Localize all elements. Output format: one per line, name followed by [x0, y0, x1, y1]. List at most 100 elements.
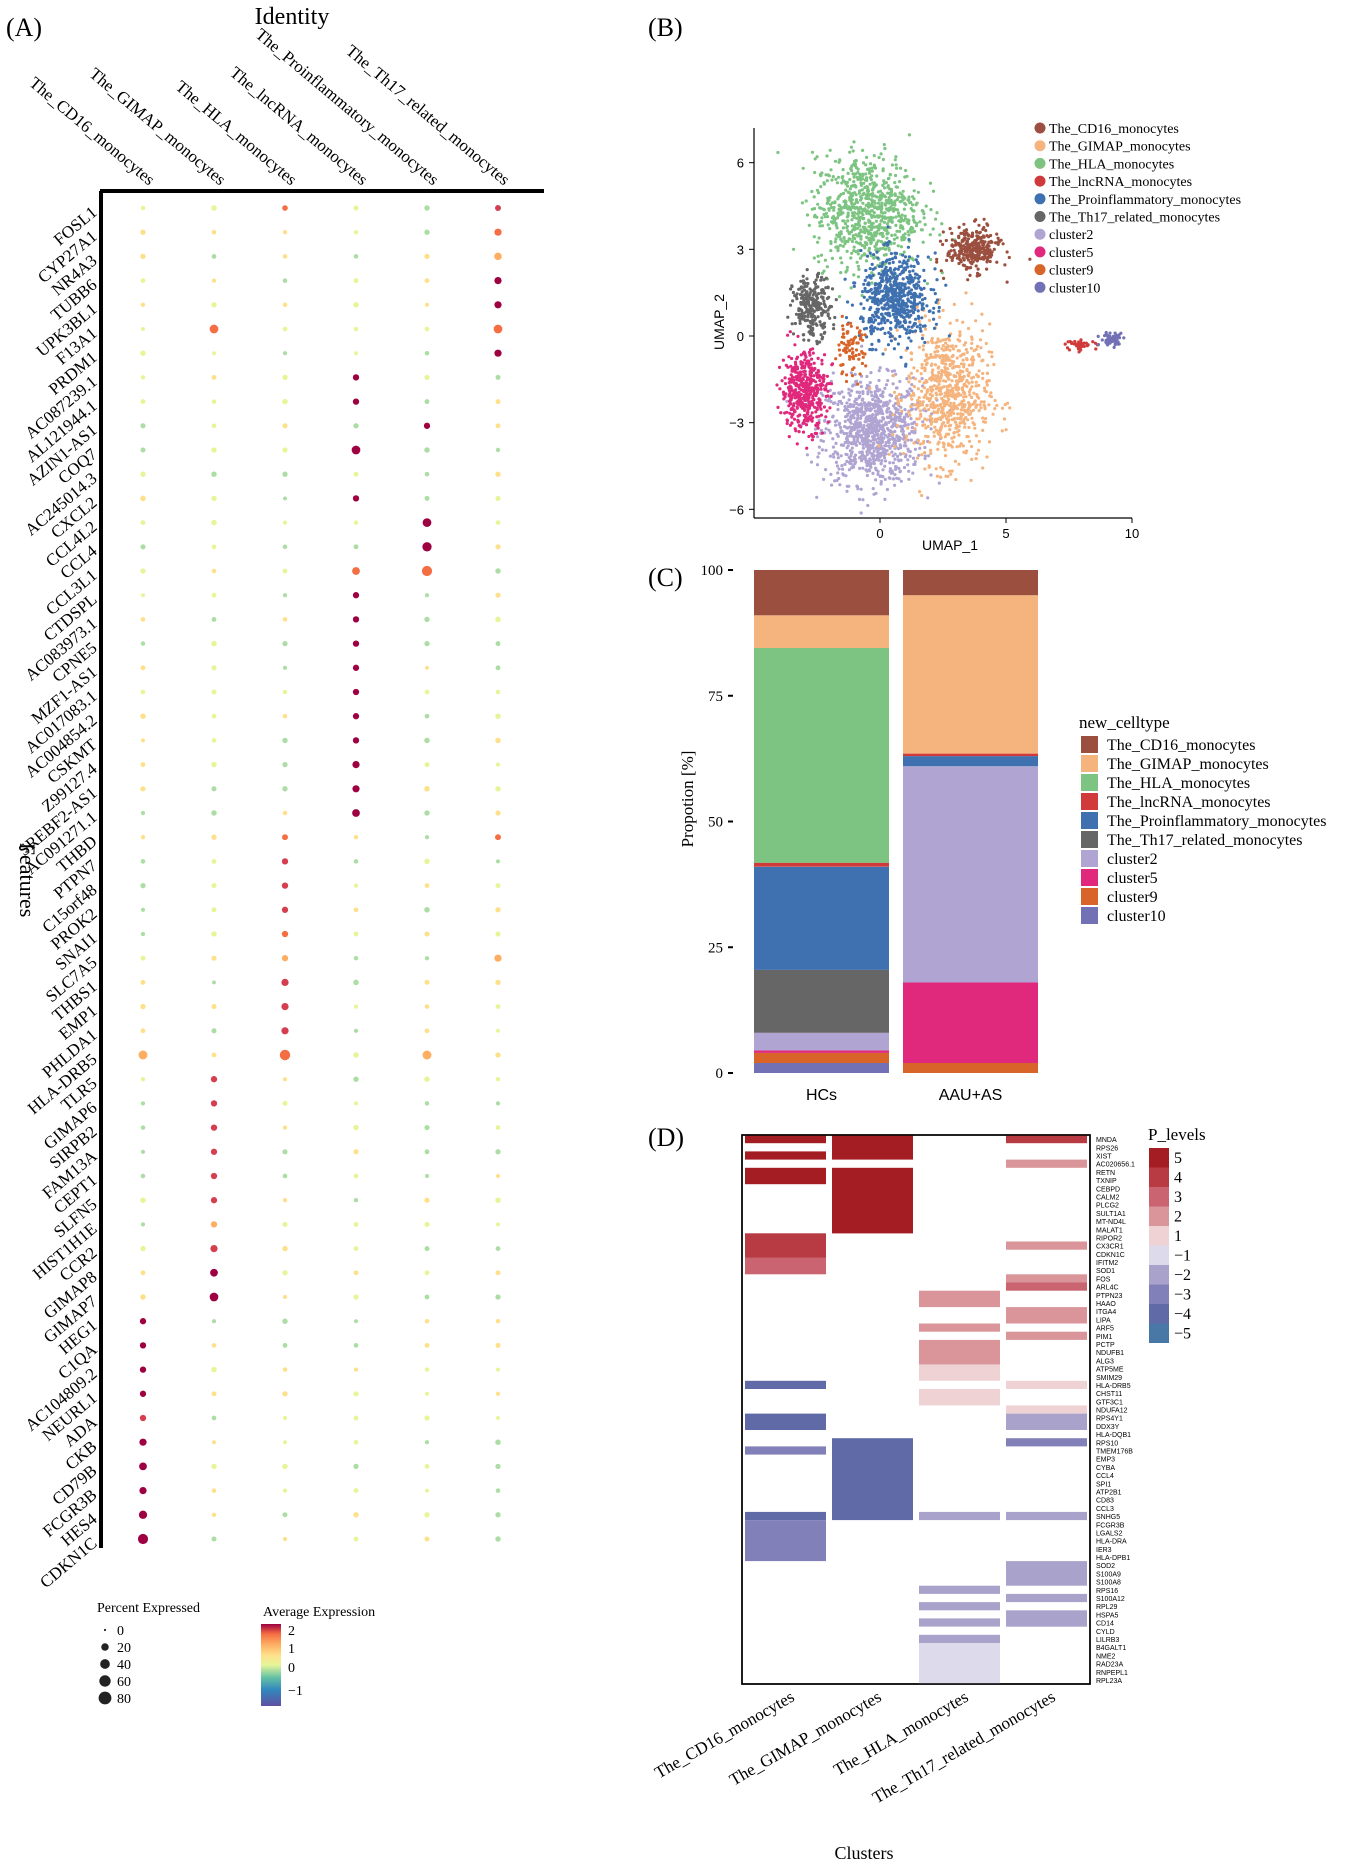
dotplot-dot: [353, 1124, 359, 1131]
umap-point: [877, 155, 881, 160]
dotplot-dot: [495, 1197, 501, 1203]
umap-point: [903, 285, 907, 289]
dotplot-dot: [282, 1173, 288, 1179]
umap-point: [826, 394, 830, 398]
umap-point: [923, 324, 927, 328]
umap-point: [957, 349, 962, 353]
umap-point: [880, 192, 884, 196]
umap-point: [867, 231, 871, 235]
umap-point: [846, 184, 850, 188]
heatmap-legend-swatch: [1149, 1265, 1169, 1285]
umap-point: [972, 358, 976, 362]
umap-point: [919, 329, 923, 333]
umap-point: [804, 391, 809, 396]
umap-point: [836, 471, 840, 475]
umap-point: [868, 381, 872, 385]
umap-point: [918, 220, 922, 224]
umap-point: [909, 295, 914, 299]
umap-point: [904, 320, 908, 324]
dotplot-dot: [138, 1050, 148, 1060]
umap-point: [939, 376, 943, 380]
umap-point: [880, 318, 884, 322]
umap-point: [894, 163, 898, 167]
stacked-bar-segment: [754, 969, 889, 1033]
umap-point: [961, 358, 965, 362]
dotplot-dot: [211, 810, 217, 816]
umap-point: [920, 316, 924, 320]
umap-point: [797, 424, 801, 428]
umap-point: [911, 195, 915, 199]
dotplot-dot: [422, 518, 432, 527]
umap-point: [867, 401, 871, 405]
umap-point: [883, 303, 887, 307]
umap-point: [990, 355, 994, 359]
umap-point: [862, 181, 866, 185]
umap-point: [854, 159, 858, 163]
umap-point: [906, 265, 910, 269]
dotplot-dot: [353, 544, 359, 550]
dotplot-dot: [282, 398, 288, 405]
umap-point: [858, 256, 863, 260]
umap-point: [878, 366, 882, 370]
umap-point: [929, 287, 933, 292]
umap-point: [849, 451, 854, 455]
bar-legend-swatch: [1081, 869, 1098, 886]
dotplot-dot: [353, 979, 359, 986]
umap-point: [868, 169, 872, 173]
umap-point: [811, 351, 815, 355]
umap-point: [931, 368, 935, 372]
dotplot-dot: [282, 423, 288, 429]
umap-point: [916, 314, 921, 318]
umap-point: [865, 473, 870, 478]
umap-point: [907, 325, 911, 329]
umap-point: [891, 461, 896, 465]
umap-point: [843, 419, 847, 423]
umap-point: [966, 373, 970, 377]
umap-point: [816, 191, 821, 195]
umap-point: [958, 333, 962, 337]
umap-point: [837, 343, 841, 347]
umap-legend-label: The_HLA_monocytes: [1049, 157, 1174, 172]
umap-point: [904, 438, 908, 442]
umap-point: [926, 255, 930, 259]
umap-point: [848, 357, 852, 361]
dotplot-dot: [424, 1197, 430, 1203]
umap-point: [867, 193, 871, 197]
dotplot-dot: [211, 447, 217, 453]
heatmap-row-label: S100A8: [1096, 1580, 1121, 1587]
umap-point: [877, 228, 881, 232]
heatmap-legend-title: P_levels: [1148, 1125, 1206, 1144]
dotplot-dot: [425, 1174, 429, 1178]
umap-point: [884, 253, 888, 257]
umap-point: [916, 254, 920, 258]
umap-point: [848, 393, 852, 397]
umap-point: [789, 364, 793, 368]
dotplot-dot: [424, 1270, 430, 1276]
umap-point: [906, 458, 910, 462]
umap-point: [898, 260, 902, 264]
umap-point: [910, 407, 914, 411]
umap-point: [857, 215, 861, 219]
umap-point: [982, 420, 986, 424]
umap-point: [844, 205, 848, 209]
umap-point: [859, 402, 863, 406]
umap-point: [876, 327, 880, 331]
umap-point: [797, 375, 802, 379]
umap-point: [868, 167, 872, 171]
umap-point: [882, 295, 886, 299]
umap-point: [952, 401, 956, 405]
dotplot-dot: [352, 567, 360, 575]
dotplot-dot: [424, 1028, 430, 1034]
dotplot-dot: [495, 592, 501, 598]
umap-point: [845, 431, 849, 436]
umap-point: [910, 203, 915, 207]
umap-point: [899, 444, 903, 448]
umap-point: [856, 249, 861, 253]
umap-point: [834, 223, 838, 228]
umap-point: [907, 195, 911, 199]
umap-point: [883, 497, 887, 501]
umap-point: [981, 227, 985, 231]
dotplot-dot: [140, 1077, 146, 1082]
umap-point: [941, 344, 945, 348]
umap-point: [854, 348, 859, 352]
